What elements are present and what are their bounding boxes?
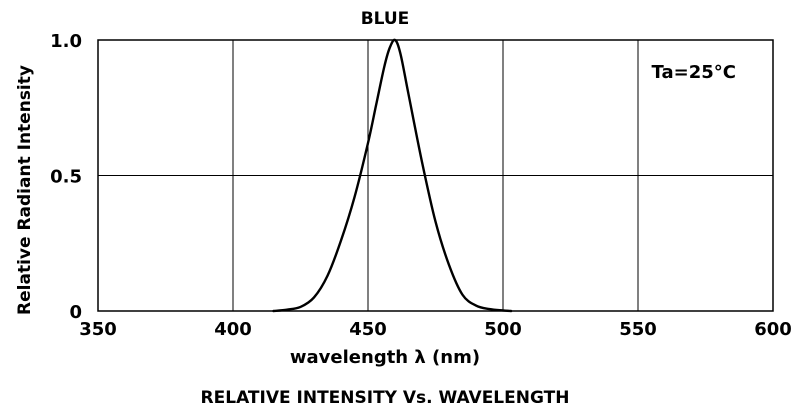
y-axis-label: Relative Radiant Intensity [15, 65, 35, 315]
x-tick-label: 350 [79, 319, 117, 340]
y-tick-label: 0.5 [50, 167, 82, 188]
grid [98, 40, 773, 311]
x-tick-label: 500 [484, 319, 522, 340]
x-tick-label: 600 [754, 319, 792, 340]
chart-title: BLUE [361, 9, 410, 29]
y-tick-label: 0 [69, 302, 82, 323]
x-tick-label: 450 [349, 319, 387, 340]
temperature-annotation: Ta=25°C [652, 62, 736, 83]
x-tick-label: 400 [214, 319, 252, 340]
chart-caption: RELATIVE INTENSITY Vs. WAVELENGTH [201, 388, 570, 408]
y-tick-label: 1.0 [50, 31, 82, 52]
y-tick-labels: 0 0.5 1.0 [50, 31, 82, 323]
x-tick-label: 550 [619, 319, 657, 340]
series-line [272, 38, 513, 313]
x-axis-label: wavelength λ (nm) [290, 347, 480, 368]
plot-frame [97, 39, 774, 312]
x-tick-labels: 350 400 450 500 550 600 [79, 319, 792, 340]
